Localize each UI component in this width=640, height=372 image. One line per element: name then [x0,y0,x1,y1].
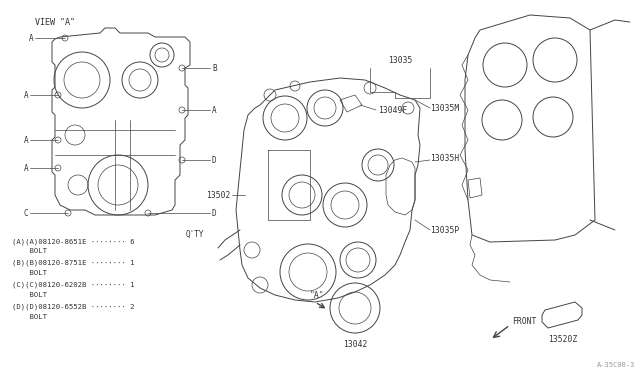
Text: 13502: 13502 [205,190,230,199]
Text: A: A [24,90,28,99]
Text: FRONT: FRONT [512,317,536,327]
Text: A: A [24,135,28,144]
Text: B: B [212,64,216,73]
Text: (D)(D)08120-6552B ········ 2: (D)(D)08120-6552B ········ 2 [12,304,134,311]
Text: 13035: 13035 [388,56,412,65]
Text: (B)(B)08120-8751E ········ 1: (B)(B)08120-8751E ········ 1 [12,260,134,266]
Text: 13042: 13042 [343,340,367,349]
Text: A-35C00-3: A-35C00-3 [596,362,635,368]
Text: C: C [24,208,28,218]
Text: 13049F: 13049F [378,106,407,115]
Text: 13035M: 13035M [430,103,460,112]
Text: BOLT: BOLT [12,248,47,254]
Text: 13520Z: 13520Z [548,335,578,344]
Text: (C)(C)08120-6202B ········ 1: (C)(C)08120-6202B ········ 1 [12,282,134,289]
Text: 13035H: 13035H [430,154,460,163]
Text: A: A [24,164,28,173]
Text: D: D [212,208,216,218]
Text: Q'TY: Q'TY [186,230,204,239]
Text: BOLT: BOLT [12,314,47,320]
Text: BOLT: BOLT [12,270,47,276]
Text: 13035P: 13035P [430,225,460,234]
Text: "A": "A" [310,291,324,299]
Text: D: D [212,155,216,164]
Text: A: A [28,33,33,42]
Text: VIEW "A": VIEW "A" [35,18,75,27]
Text: (A)(A)08120-8651E ········ 6: (A)(A)08120-8651E ········ 6 [12,238,134,244]
Text: A: A [212,106,216,115]
Text: BOLT: BOLT [12,292,47,298]
